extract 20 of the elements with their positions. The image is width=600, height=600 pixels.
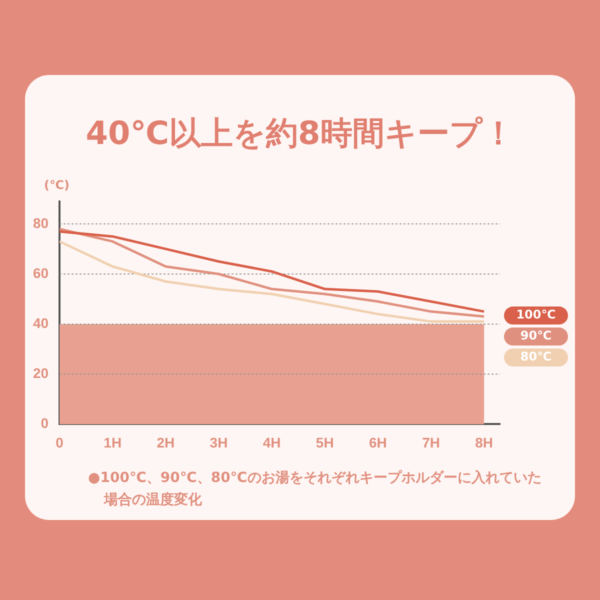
- x-tick-label: 5H: [316, 434, 334, 450]
- text: 90℃: [520, 328, 552, 343]
- x-tick-label: 1H: [104, 434, 122, 450]
- y-tick-label: 0: [40, 415, 49, 432]
- x-tick-label: 7H: [422, 434, 440, 450]
- y-tick-label: 80: [32, 214, 49, 231]
- y-tick-label: 60: [32, 264, 49, 281]
- text: 80℃: [520, 350, 552, 364]
- x-tick-label: 6H: [369, 434, 387, 450]
- text: 100℃: [516, 308, 556, 322]
- x-tick-label: 3H: [210, 434, 228, 450]
- y-tick-label: 20: [32, 364, 49, 381]
- y-tick-label: 40: [32, 314, 49, 331]
- x-tick-label: 2H: [156, 434, 175, 450]
- x-tick-label: 8H: [475, 434, 494, 450]
- x-tick-label: 4H: [262, 434, 281, 450]
- chart-title: 40℃以上を約8時間キープ！: [84, 113, 516, 154]
- text: ●100℃、90℃、80℃のお湯をそれぞれキープホルダーに入れていた場合の温度変化: [88, 469, 542, 510]
- x-tick-label: 0: [56, 434, 64, 450]
- y-axis-title: (℃): [44, 178, 70, 192]
